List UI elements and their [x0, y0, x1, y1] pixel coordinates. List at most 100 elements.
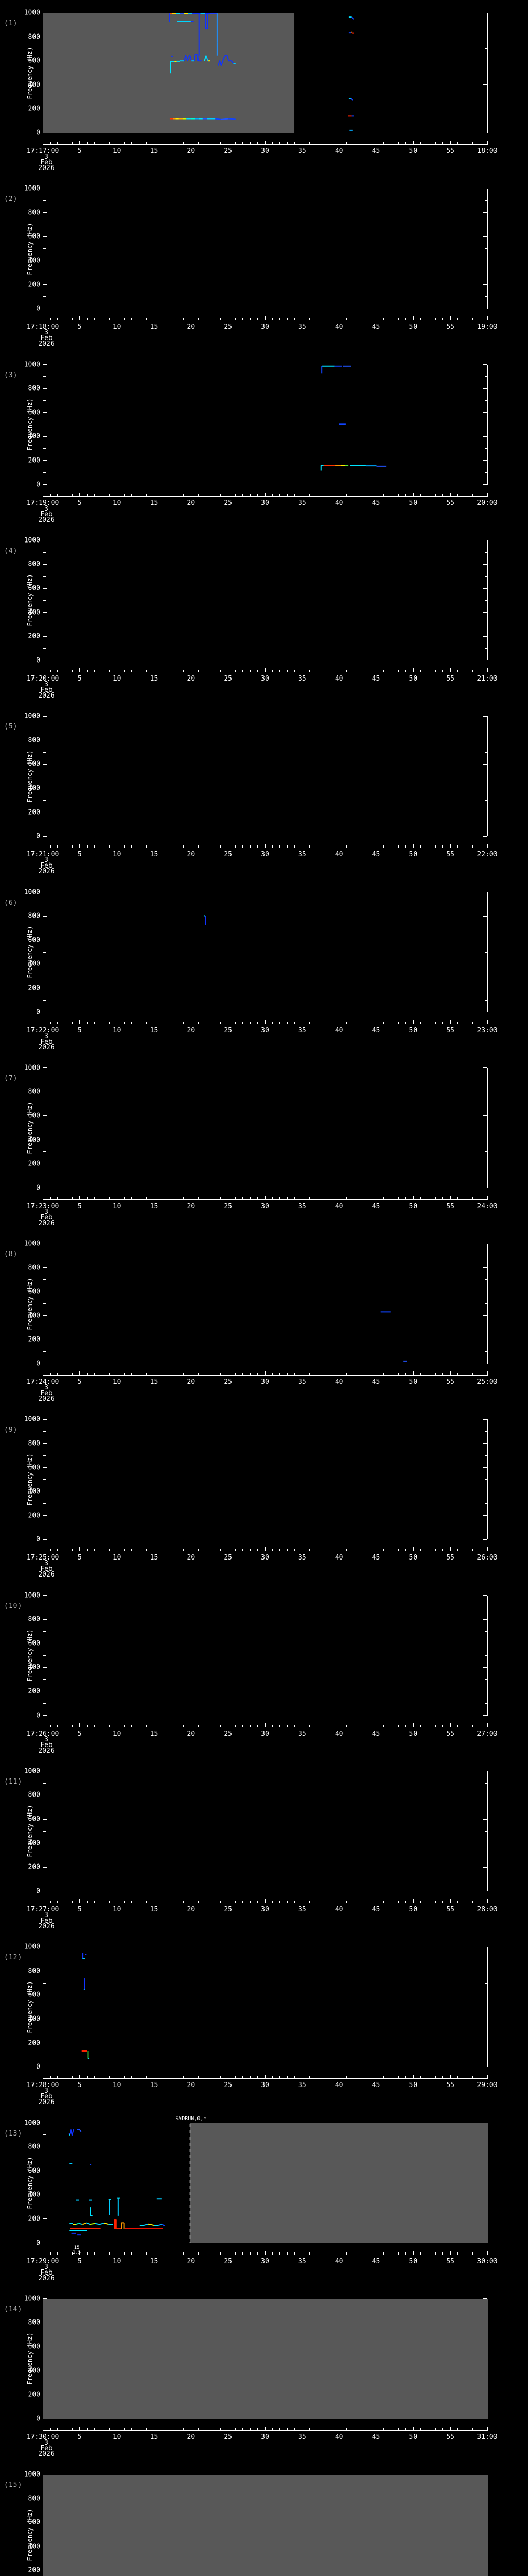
x-tick-major — [265, 1723, 266, 1727]
x-tick-minor — [242, 2076, 243, 2079]
y-tick-label: 400 — [28, 960, 40, 968]
x-tick-label: 45 — [372, 2433, 381, 2441]
y-tick-major — [483, 764, 487, 765]
y-tick-major — [483, 916, 487, 917]
x-tick-label: 55 — [446, 2257, 454, 2265]
no-data-region — [190, 2123, 488, 2243]
x-tick-label: 30 — [261, 2433, 269, 2441]
y-tick-minor — [43, 800, 46, 801]
x-axis-date-line: Feb — [40, 2444, 53, 2452]
spectrogram-panel: (10) Frequency (Hz) 0 200 400 600 800 1000 5 10 15… — [0, 1583, 528, 1758]
x-tick-label: 40 — [335, 674, 343, 683]
x-tick-label: 15 — [150, 1378, 158, 1386]
x-axis-end-time-label: 29:00 — [477, 2081, 498, 2090]
x-tick-minor — [131, 845, 132, 848]
x-tick-minor — [183, 494, 184, 496]
x-tick-minor — [287, 2252, 288, 2255]
y-tick-major — [43, 1819, 47, 1820]
y-tick-label: 1000 — [24, 2119, 40, 2127]
y-tick-major — [43, 1539, 47, 1540]
x-tick-minor — [146, 1021, 147, 1024]
spectrogram-panel: (8) Frequency (Hz) 0 200 400 600 800 1000 5 10 15 2… — [0, 1231, 528, 1406]
x-tick-minor — [109, 845, 110, 848]
x-tick-major — [487, 2250, 488, 2255]
y-tick-major — [43, 1467, 47, 1468]
event-trace-segment — [231, 60, 234, 64]
y-tick-minor — [43, 752, 46, 753]
x-tick-minor — [220, 142, 221, 144]
x-tick-label: 40 — [335, 2257, 343, 2265]
x-tick-minor — [420, 1197, 421, 1199]
y-tick-minor — [485, 400, 487, 401]
y-tick-label: 200 — [28, 632, 40, 640]
x-axis-start-time-label: 17:22:00 — [26, 1026, 59, 1035]
y-axis-line-right — [487, 1244, 488, 1364]
y-tick-major — [483, 84, 487, 86]
x-tick-minor — [279, 1021, 280, 1024]
y-tick-label: 1000 — [24, 1591, 40, 1600]
x-tick-label: 20 — [187, 674, 195, 683]
x-axis-date-line: Feb — [40, 862, 53, 870]
x-tick-minor — [57, 2076, 58, 2079]
x-tick-major — [79, 1371, 80, 1376]
x-tick-label: 30 — [261, 1730, 269, 1738]
y-tick-major — [483, 212, 487, 213]
x-tick-minor — [242, 1197, 243, 1199]
y-tick-major — [483, 836, 487, 837]
x-axis-date-line: 3 — [44, 1560, 48, 1568]
x-tick-minor — [272, 494, 273, 496]
y-tick-major — [43, 636, 47, 637]
y-tick-label: 600 — [28, 936, 40, 944]
x-tick-major — [412, 141, 414, 144]
x-tick-label: 45 — [372, 1905, 381, 1913]
x-tick-minor — [94, 2428, 95, 2430]
x-tick-minor — [272, 2076, 273, 2079]
x-tick-minor — [183, 1373, 184, 1376]
x-tick-minor — [472, 845, 473, 848]
x-tick-minor — [287, 669, 288, 672]
x-tick-minor — [146, 2428, 147, 2430]
y-tick-major — [483, 1515, 487, 1516]
y-tick-major — [483, 1115, 487, 1116]
y-tick-label: 200 — [28, 1687, 40, 1696]
y-tick-major — [43, 1443, 47, 1444]
x-tick-minor — [235, 142, 236, 144]
x-tick-major — [79, 2426, 80, 2430]
x-tick-label: 10 — [112, 1554, 121, 1562]
x-tick-label: 30 — [261, 499, 269, 507]
y-tick-minor — [485, 1783, 487, 1784]
x-tick-minor — [405, 142, 406, 144]
y-tick-label: 600 — [28, 2518, 40, 2527]
x-tick-minor — [87, 1724, 88, 1727]
x-tick-minor — [242, 494, 243, 496]
x-tick-minor — [405, 1549, 406, 1551]
y-tick-minor — [43, 600, 46, 601]
spectrogram-panel: (1) Frequency (Hz) 0 200 400 600 800 1000 5 10 15 2… — [0, 0, 528, 176]
y-tick-label: 400 — [28, 1839, 40, 1848]
x-tick-label: 45 — [372, 1554, 381, 1562]
x-tick-minor — [420, 1900, 421, 1903]
y-axis-title: Frequency (Hz) — [26, 750, 34, 803]
x-tick-minor — [272, 2428, 273, 2430]
x-tick-minor — [235, 2428, 236, 2430]
x-tick-minor — [235, 1021, 236, 1024]
x-tick-major — [79, 1020, 80, 1024]
x-axis-date-line: 3 — [44, 1735, 48, 1743]
x-tick-minor — [131, 1021, 132, 1024]
x-tick-label: 35 — [298, 1905, 306, 1913]
x-tick-minor — [146, 318, 147, 320]
x-tick-major — [487, 492, 488, 496]
x-tick-minor — [109, 1197, 110, 1199]
y-axis-line-right — [487, 1771, 488, 1891]
y-tick-label: 200 — [28, 456, 40, 465]
x-tick-major — [487, 1547, 488, 1551]
y-tick-minor — [485, 1679, 487, 1680]
x-tick-minor — [405, 845, 406, 848]
x-tick-minor — [294, 1021, 295, 1024]
panel-index-label: (8) — [4, 1250, 18, 1259]
y-tick-major — [483, 2418, 487, 2419]
x-tick-minor — [72, 1900, 73, 1903]
x-tick-minor — [146, 1549, 147, 1551]
x-tick-minor — [383, 2076, 384, 2079]
x-tick-label: 5 — [77, 2257, 82, 2265]
